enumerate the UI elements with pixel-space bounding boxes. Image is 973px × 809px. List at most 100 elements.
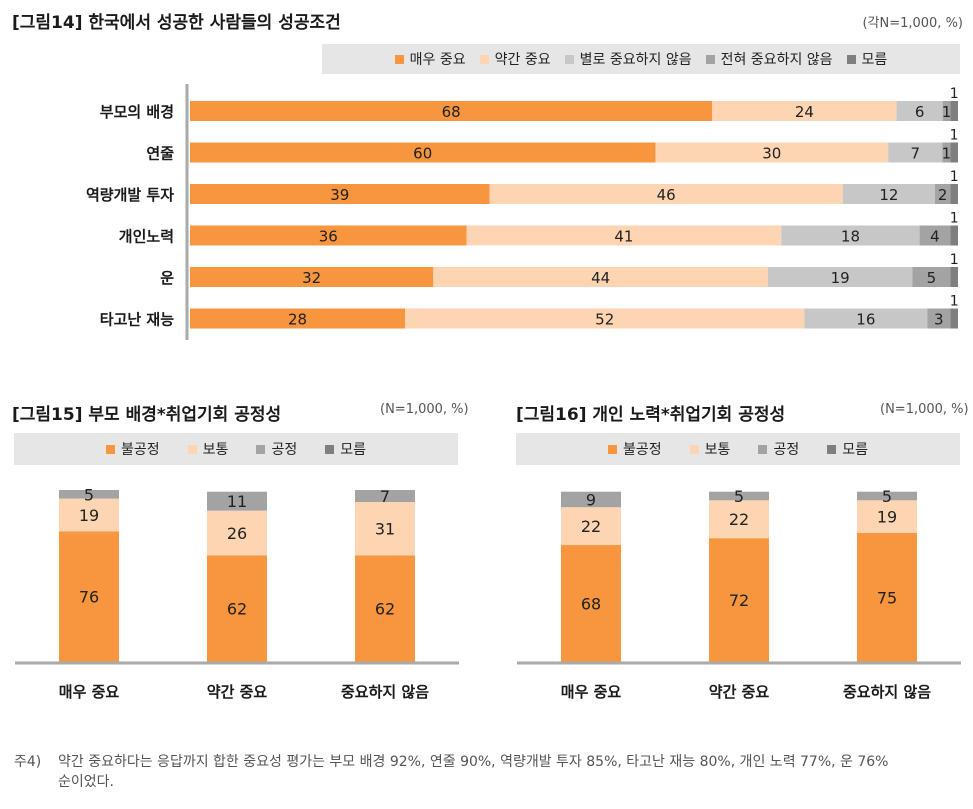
- fig15-note: (N=1,000, %): [380, 402, 469, 417]
- data-label: 68: [581, 595, 601, 614]
- legend-item: 별로 중요하지 않음: [564, 49, 692, 69]
- bar-segment: [950, 225, 958, 246]
- bar-segment: [942, 101, 951, 121]
- bar-segment: [561, 545, 621, 662]
- bar-segment: [912, 267, 951, 287]
- legend-swatch: [106, 444, 116, 454]
- data-label: 4: [930, 228, 940, 246]
- legend-label: 모름: [340, 442, 366, 458]
- bar-segment: [709, 500, 769, 539]
- legend-item: 보통: [689, 439, 730, 459]
- bar-segment: [190, 142, 656, 163]
- bar-segment: [950, 267, 958, 287]
- bar-segment: [896, 101, 943, 121]
- data-label: 62: [375, 600, 395, 619]
- legend-swatch: [608, 444, 618, 454]
- legend-swatch: [187, 444, 197, 454]
- bar-segment: [950, 142, 958, 163]
- bar-segment: [207, 491, 267, 511]
- data-label: 44: [591, 269, 610, 287]
- bar-segment: [561, 491, 621, 508]
- bar-segment: [804, 308, 928, 329]
- legend-swatch: [394, 54, 404, 64]
- legend-label: 공정: [271, 442, 298, 458]
- bar-segment: [59, 531, 119, 662]
- category-label: 매우 중요: [561, 683, 622, 701]
- legend-item: 약간 중요: [479, 49, 551, 69]
- bar-segment: [355, 502, 415, 556]
- category-label: 운: [160, 269, 174, 287]
- bar-segment: [709, 538, 769, 662]
- data-label: 31: [375, 520, 395, 539]
- bar-segment: [433, 267, 768, 287]
- bar-segment: [561, 507, 621, 546]
- category-label: 약간 중요: [709, 683, 770, 701]
- bar-segment: [207, 510, 267, 556]
- bar-segment: [355, 555, 415, 662]
- data-label: 2: [938, 186, 948, 204]
- data-label: 68: [442, 103, 461, 121]
- data-label: 76: [79, 588, 99, 607]
- data-label: 3: [934, 311, 944, 329]
- legend-swatch: [705, 54, 715, 64]
- data-label: 24: [795, 103, 814, 121]
- data-label: 41: [614, 228, 633, 246]
- data-label: 60: [413, 145, 432, 163]
- bar-segment: [709, 491, 769, 501]
- bar-segment: [405, 308, 805, 329]
- bar-segment: [781, 225, 920, 246]
- fig16-legend: 불공정 보통 공정 모름: [516, 433, 960, 465]
- bar-segment: [927, 308, 951, 329]
- legend-swatch: [758, 444, 768, 454]
- category-label: 약간 중요: [207, 683, 268, 701]
- data-label: 46: [657, 186, 676, 204]
- legend-label: 전혀 중요하지 않음: [720, 52, 833, 68]
- fig16-title: [그림16] 개인 노력*취업기회 공정성: [516, 405, 786, 425]
- fig14-title: [그림14] 한국에서 성공한 사람들의 성공조건: [12, 13, 341, 33]
- bar-segment: [857, 500, 917, 533]
- data-label: 16: [856, 311, 875, 329]
- bar-segment: [207, 555, 267, 662]
- bar-segment: [919, 225, 951, 246]
- data-label: 7: [380, 487, 390, 506]
- data-label: 5: [734, 487, 744, 506]
- legend-item: 매우 중요: [394, 49, 466, 69]
- bar-segment: [59, 498, 119, 532]
- bar-segment: [857, 491, 917, 501]
- bar-segment: [466, 225, 782, 246]
- data-label: 19: [831, 269, 850, 287]
- data-label: 1: [950, 211, 959, 227]
- legend-item: 불공정: [608, 439, 662, 459]
- data-label: 5: [882, 487, 892, 506]
- data-label: 22: [729, 510, 749, 529]
- footnote-line2: 순이었다.: [58, 774, 114, 790]
- data-label: 19: [79, 506, 99, 525]
- legend-label: 공정: [773, 442, 800, 458]
- data-label: 18: [841, 228, 860, 246]
- fig16-note: (N=1,000, %): [880, 402, 969, 417]
- data-label: 52: [595, 311, 614, 329]
- category-label: 역량개발 투자: [86, 186, 174, 204]
- legend-swatch: [827, 444, 837, 454]
- bar-segment: [842, 184, 935, 204]
- data-label: 1: [942, 145, 952, 163]
- bar-segment: [190, 101, 713, 121]
- data-label: 1: [950, 294, 959, 310]
- legend-item: 보통: [187, 439, 229, 459]
- data-label: 75: [877, 589, 897, 608]
- fig15-title: [그림15] 부모 배경*취업기회 공정성: [12, 405, 282, 425]
- bar-segment: [712, 101, 897, 121]
- bar-segment: [190, 308, 406, 329]
- legend-item: 모름: [827, 439, 868, 459]
- legend-label: 매우 중요: [409, 52, 466, 68]
- legend-label: 약간 중요: [494, 52, 551, 68]
- legend-label: 모름: [861, 52, 888, 68]
- bar-segment: [655, 142, 889, 163]
- legend-label: 보통: [202, 442, 229, 458]
- fig15-legend: 불공정 보통 공정 모름: [14, 433, 458, 465]
- legend-item: 모름: [325, 439, 366, 459]
- category-label: 중요하지 않음: [341, 683, 429, 701]
- legend-item: 공정: [256, 439, 297, 459]
- data-label: 5: [927, 269, 937, 287]
